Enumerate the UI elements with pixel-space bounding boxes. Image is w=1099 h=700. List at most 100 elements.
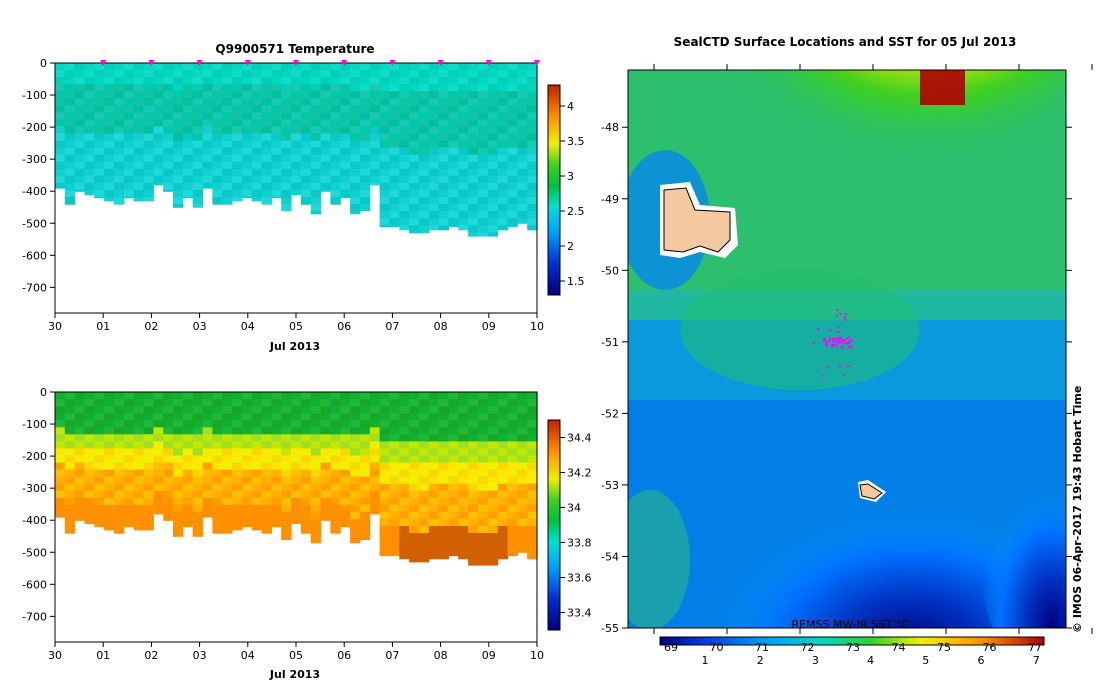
profile-cell bbox=[232, 427, 243, 435]
profile-cell bbox=[291, 105, 302, 113]
profile-cell bbox=[438, 441, 449, 450]
profile-cell bbox=[458, 427, 469, 435]
profile-cell bbox=[291, 147, 302, 156]
profile-cell bbox=[104, 197, 115, 202]
profile-cell bbox=[133, 406, 145, 414]
profile-cell bbox=[527, 161, 538, 170]
profile-cell bbox=[202, 91, 213, 99]
profile-cell bbox=[399, 547, 410, 555]
profile-cell bbox=[507, 168, 518, 177]
profile-cell bbox=[281, 84, 292, 92]
profile-cell bbox=[123, 182, 135, 191]
profile-cell bbox=[291, 126, 302, 135]
x-tick-label: 01 bbox=[96, 320, 110, 333]
profile-cell bbox=[379, 105, 390, 113]
profile-cell bbox=[133, 518, 145, 527]
profile-cell bbox=[55, 469, 66, 478]
profile-cell bbox=[153, 413, 164, 421]
profile-cell bbox=[527, 70, 538, 78]
profile-cell bbox=[527, 392, 538, 400]
profile-cell bbox=[104, 189, 115, 198]
profile-cell bbox=[468, 540, 479, 548]
profile-cell bbox=[359, 497, 371, 506]
profile-cell bbox=[281, 112, 292, 121]
profile-cell bbox=[74, 518, 86, 521]
profile-cell bbox=[114, 182, 125, 191]
profile-cell bbox=[340, 77, 351, 85]
profile-cell bbox=[153, 490, 164, 499]
profile-cell bbox=[419, 126, 430, 135]
profile-cell bbox=[281, 133, 292, 142]
profile-cell bbox=[527, 154, 538, 163]
profile-cell bbox=[153, 70, 164, 78]
profile-cell bbox=[202, 441, 213, 450]
profile-cell bbox=[74, 161, 86, 170]
profile-cell bbox=[438, 504, 449, 513]
profile-cell bbox=[212, 126, 223, 135]
seal-location-point bbox=[835, 345, 838, 348]
profile-cell bbox=[478, 504, 489, 513]
profile-cell bbox=[251, 112, 263, 121]
profile-cell bbox=[350, 112, 361, 121]
profile-cell bbox=[182, 448, 194, 457]
profile-cell bbox=[350, 77, 361, 85]
profile-cell bbox=[114, 392, 125, 400]
profile-cell bbox=[350, 434, 361, 442]
profile-cell bbox=[389, 133, 400, 142]
profile-cell bbox=[487, 420, 499, 428]
profile-cell bbox=[84, 518, 95, 524]
profile-cell bbox=[271, 441, 282, 450]
profile-cell bbox=[478, 540, 489, 548]
profile-cell bbox=[153, 462, 164, 471]
profile-cell bbox=[330, 434, 341, 442]
temperature-y-axis: 0-100-200-300-400-500-600-700 bbox=[22, 57, 55, 294]
profile-cell bbox=[212, 175, 223, 184]
profile-cell bbox=[340, 182, 351, 191]
profile-cell bbox=[448, 161, 459, 170]
profile-cell bbox=[133, 413, 145, 421]
profile-cell bbox=[192, 189, 204, 198]
profile-cell bbox=[448, 91, 459, 99]
profile-cell bbox=[497, 483, 509, 492]
profile-cell bbox=[291, 462, 302, 471]
profile-cell bbox=[527, 189, 538, 198]
profile-cell bbox=[369, 175, 381, 184]
profile-cell bbox=[409, 133, 420, 142]
profile-cell bbox=[222, 497, 233, 506]
sst-colorbar-mark: 69 bbox=[664, 641, 678, 654]
profile-cell bbox=[133, 175, 145, 184]
profile-cell bbox=[330, 406, 341, 414]
profile-cell bbox=[55, 504, 66, 513]
profile-cell bbox=[379, 204, 390, 212]
profile-cell bbox=[94, 413, 105, 421]
profile-cell bbox=[389, 84, 400, 92]
profile-cell bbox=[350, 133, 361, 142]
profile-cell bbox=[527, 448, 538, 457]
profile-cell bbox=[340, 518, 351, 527]
profile-cell bbox=[527, 133, 538, 142]
profile-cell bbox=[163, 476, 174, 485]
profile-cell bbox=[320, 112, 331, 121]
profile-cell bbox=[55, 441, 66, 450]
x-tick-label: 05 bbox=[289, 649, 303, 662]
sst-colorbar-mark: 70 bbox=[710, 641, 724, 654]
profile-cell bbox=[123, 119, 135, 128]
profile-cell bbox=[163, 413, 174, 421]
profile-cell bbox=[133, 119, 145, 128]
profile-cell bbox=[104, 420, 115, 428]
profile-cell bbox=[340, 406, 351, 414]
profile-cell bbox=[173, 413, 184, 421]
seal-location-point bbox=[847, 365, 850, 367]
profile-cell bbox=[291, 476, 302, 485]
profile-cell bbox=[241, 63, 253, 71]
profile-cell bbox=[232, 119, 243, 128]
profile-cell bbox=[291, 455, 302, 464]
profile-cell bbox=[389, 441, 400, 450]
profile-cell bbox=[448, 392, 459, 400]
profile-cell bbox=[399, 189, 410, 198]
profile-cell bbox=[300, 189, 312, 198]
profile-cell bbox=[468, 154, 479, 163]
profile-cell bbox=[438, 511, 449, 520]
profile-cell bbox=[527, 420, 538, 428]
